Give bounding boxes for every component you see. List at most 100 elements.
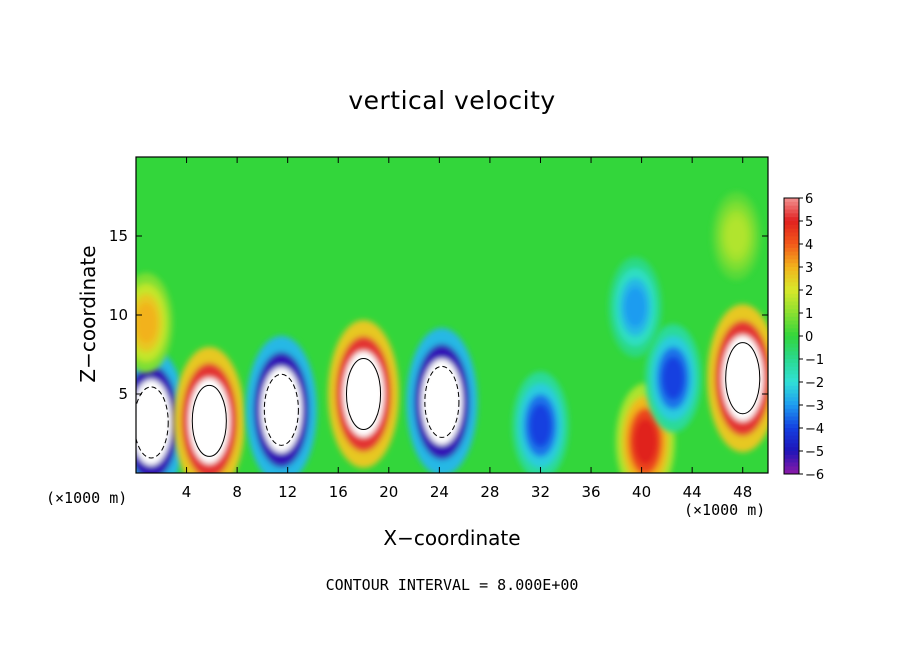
colorbar-swatch xyxy=(784,382,799,387)
colorbar-swatch xyxy=(784,316,799,322)
x-axis: 4 8 12 16 20 24 28 32 36 40 44 48 xyxy=(182,157,752,501)
colorbar-swatch xyxy=(784,313,799,318)
colorbar-swatch xyxy=(784,378,799,383)
colorbar-swatch xyxy=(784,232,799,237)
contour-line xyxy=(136,386,169,459)
colorbar-label: 1 xyxy=(805,307,813,322)
contour-line xyxy=(345,357,382,431)
colorbar-swatch xyxy=(784,405,799,410)
colorbar-swatch xyxy=(784,205,799,210)
x-tick-label: 4 xyxy=(182,483,192,501)
colorbar-swatch xyxy=(784,462,799,467)
colorbar-swatch xyxy=(784,209,799,214)
heatmap-cell xyxy=(645,324,702,433)
y-tick-label: 15 xyxy=(109,227,128,245)
colorbar-swatch xyxy=(784,290,799,295)
colorbar-swatch xyxy=(784,397,799,402)
colorbar-label: 6 xyxy=(805,192,813,207)
x-tick-label: 32 xyxy=(531,483,550,501)
x-tick-label: 16 xyxy=(329,483,348,501)
colorbar-swatch xyxy=(784,240,799,245)
chart-title: vertical velocity xyxy=(348,86,556,115)
heatmap-cell xyxy=(136,272,173,373)
contour-line xyxy=(725,342,761,415)
x-tick-label: 8 xyxy=(232,483,242,501)
colorbar-swatch xyxy=(784,408,799,414)
colorbar-swatch xyxy=(784,466,799,471)
colorbar-label: 2 xyxy=(805,284,813,299)
colorbar-swatch xyxy=(784,278,799,283)
contour-line xyxy=(424,365,460,438)
colorbar-swatch xyxy=(784,424,799,429)
x-unit-label-right: (×1000 m) xyxy=(684,501,766,519)
colorbar-swatch xyxy=(784,355,799,360)
colorbar-label: 0 xyxy=(805,330,813,345)
heatmap-cell xyxy=(136,348,187,473)
heatmap-cell-ring xyxy=(633,418,658,465)
heatmap-cell xyxy=(707,304,768,453)
colorbar-swatch xyxy=(784,213,799,218)
heatmap-cell-ring xyxy=(427,372,457,432)
colorbar-swatch xyxy=(784,332,799,337)
heatmap-field xyxy=(136,192,768,473)
heatmap-cell xyxy=(173,346,245,473)
colorbar-swatch xyxy=(784,297,799,302)
colorbar-swatch xyxy=(784,362,799,368)
colorbar-swatch xyxy=(784,443,799,448)
x-tick-label: 24 xyxy=(430,483,449,501)
heatmap-cell-ring xyxy=(195,391,224,451)
x-tick-label: 20 xyxy=(379,483,398,501)
colorbar: 6 5 4 3 2 1 0 −1 −2 −3 −4 −5 −6 xyxy=(783,192,824,483)
colorbar-label: −1 xyxy=(805,353,824,368)
colorbar-swatch xyxy=(784,244,799,249)
colorbar-swatch xyxy=(784,416,799,421)
colorbar-swatch xyxy=(784,401,799,406)
colorbar-swatch xyxy=(784,259,799,264)
heatmap-cell xyxy=(328,320,400,468)
colorbar-swatch xyxy=(784,224,799,230)
x-tick-label: 28 xyxy=(480,483,499,501)
colorbar-label: −5 xyxy=(805,445,824,460)
colorbar-swatch xyxy=(784,274,799,279)
heatmap-cell-ring xyxy=(529,404,552,448)
contour-line xyxy=(191,384,227,457)
colorbar-swatch xyxy=(784,347,799,352)
colorbar-swatch xyxy=(784,389,799,394)
colorbar-swatch xyxy=(784,428,799,433)
colorbar-label: −6 xyxy=(805,468,824,483)
contour-line xyxy=(263,373,299,446)
colorbar-swatch xyxy=(784,435,799,440)
heatmap-cell-ring xyxy=(349,364,378,424)
y-tick-label: 10 xyxy=(109,306,128,324)
x-tick-label: 36 xyxy=(581,483,600,501)
colorbar-swatch xyxy=(784,201,799,207)
heatmap-cell-ring xyxy=(267,380,296,440)
colorbar-swatch xyxy=(784,301,799,306)
y-tick-label: 5 xyxy=(118,385,128,403)
y-axis: 5 10 15 xyxy=(109,227,768,403)
heatmap-cell-ring xyxy=(624,287,646,328)
colorbar-swatch xyxy=(784,447,799,452)
heatmap-cell xyxy=(512,371,569,473)
colorbar-swatch xyxy=(784,293,799,299)
colorbar-swatch xyxy=(784,270,799,276)
colorbar-swatch xyxy=(784,451,799,456)
colorbar-swatch xyxy=(784,198,799,203)
colorbar-label: −3 xyxy=(805,399,824,414)
colorbar-swatch xyxy=(784,267,799,272)
colorbar-swatch xyxy=(784,393,799,398)
contour-lines xyxy=(136,342,761,459)
colorbar-swatch xyxy=(784,324,799,329)
colorbar-label: 5 xyxy=(805,215,813,230)
contour-interval-note: CONTOUR INTERVAL = 8.000E+00 xyxy=(325,576,579,594)
y-axis-label: Z−coordinate xyxy=(76,245,100,383)
colorbar-swatch xyxy=(784,366,799,371)
heatmap-cell-ring xyxy=(136,392,166,453)
colorbar-swatch xyxy=(784,286,799,291)
x-unit-label-left: (×1000 m) xyxy=(46,489,128,507)
colorbar-label: −2 xyxy=(805,376,824,391)
colorbar-swatch xyxy=(784,431,799,437)
colorbar-swatch xyxy=(784,251,799,256)
colorbar-label: 4 xyxy=(805,238,813,253)
